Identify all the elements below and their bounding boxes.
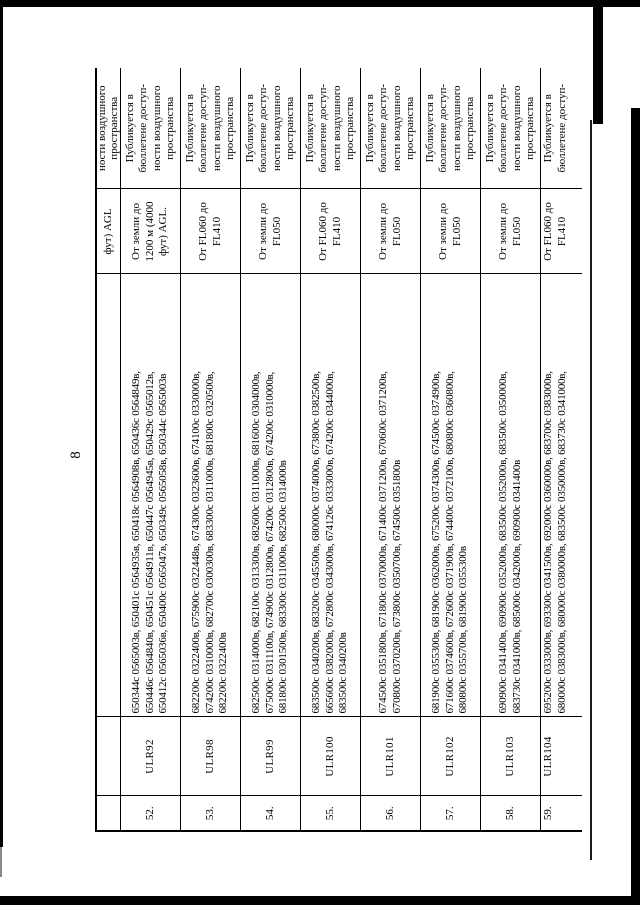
publication-note-cell: Публикуется в бюллетене доступ- ности во… — [360, 68, 421, 189]
table-row: 55. ULR100 683500с 0340200в, 683200с 034… — [300, 68, 361, 831]
altitude-range-cell: От земли до FL050 — [240, 189, 301, 274]
airspace-table-body: фут) AGL ности воздушного пространства 5… — [96, 68, 582, 831]
airspace-restriction-table: фут) AGL ности воздушного пространства 5… — [95, 68, 582, 832]
rotated-table-container: фут) AGL ности воздушного пространства 5… — [95, 68, 582, 832]
coordinates-cell: 650344с 0565003в, 650401с 0564935в, 6504… — [120, 274, 181, 717]
row-number-cell: 59. — [540, 796, 582, 831]
row-number-cell: 56. — [360, 796, 421, 831]
table-row: 58. ULR103 690900с 0341400в, 690900с 035… — [480, 68, 541, 831]
scan-border-right-streak — [593, 6, 603, 124]
zone-id-cell: ULR101 — [360, 717, 421, 796]
altitude-range-cell: От земли до FL050 — [480, 189, 541, 274]
scan-border-left-fade — [0, 847, 2, 877]
scan-border-top — [0, 0, 640, 7]
publication-note-cell: Публикуется в бюллетене доступ- ности во… — [420, 68, 481, 189]
zone-id-cell: ULR103 — [480, 717, 541, 796]
zone-id-cell: ULR99 — [240, 717, 301, 796]
scan-border-bottom — [0, 896, 640, 905]
scan-page-edge-line — [590, 120, 592, 860]
coordinates-cell: 674500с 0351800в, 671800с 0370000в, 6714… — [360, 274, 421, 717]
publication-note-cell: ности воздушного пространства — [96, 68, 121, 189]
altitude-range-cell: От земли до FL050 — [420, 189, 481, 274]
scan-border-left — [0, 7, 3, 847]
publication-note-cell: Публикуется в бюллетене доступ- ности во… — [300, 68, 361, 189]
table-row: 57. ULR102 681900с 0355300в, 681900с 036… — [420, 68, 481, 831]
coordinates-cell: 681900с 0355300в, 681900с 0362000в, 6752… — [420, 274, 481, 717]
coordinates-cell: 682500с 0314000в, 682100с 0313300в, 6826… — [240, 274, 301, 717]
table-row: 53. ULR98 682200с 0322400в, 675900с 0322… — [180, 68, 241, 831]
table-row: 52. ULR92 650344с 0565003в, 650401с 0564… — [120, 68, 181, 831]
row-number-cell: 55. — [300, 796, 361, 831]
publication-note-cell: Публикуется в бюллетене доступ- ности во… — [480, 68, 541, 189]
row-number-cell: 57. — [420, 796, 481, 831]
publication-note-cell: Публикуется в бюллетене доступ- ности во… — [120, 68, 181, 189]
coordinates-cell: 695200с 0333000в, 693300с 0341500в, 6920… — [540, 274, 582, 717]
row-number-cell: 53. — [180, 796, 241, 831]
altitude-range-cell: От FL060 до FL410 — [180, 189, 241, 274]
zone-id-cell: ULR98 — [180, 717, 241, 796]
page-number: 8 — [68, 451, 84, 459]
table-row: 54. ULR99 682500с 0314000в, 682100с 0313… — [240, 68, 301, 831]
zone-id-cell: ULR104 — [540, 717, 582, 796]
row-number-cell — [96, 796, 121, 831]
publication-note-cell: Публикуется в бюллетене доступ- ности во… — [180, 68, 241, 189]
row-number-cell: 52. — [120, 796, 181, 831]
coordinates-cell: 682200с 0322400в, 675900с 0322448в, 6743… — [180, 274, 241, 717]
publication-note-cell: Публикуется в бюллетене доступ- ности во… — [240, 68, 301, 189]
coordinates-cell: 683500с 0340200в, 683200с 0345500в, 6800… — [300, 274, 361, 717]
altitude-range-cell: фут) AGL — [96, 189, 121, 274]
zone-id-cell: ULR102 — [420, 717, 481, 796]
altitude-range-cell: От FL060 до FL410 — [300, 189, 361, 274]
coordinates-cell: 690900с 0341400в, 690900с 0352000в, 6835… — [480, 274, 541, 717]
altitude-range-cell: От земли до FL050 — [360, 189, 421, 274]
row-number-cell: 54. — [240, 796, 301, 831]
zone-id-cell: ULR92 — [120, 717, 181, 796]
coordinates-cell — [96, 274, 121, 717]
table-row: 56. ULR101 674500с 0351800в, 671800с 037… — [360, 68, 421, 831]
table-row: фут) AGL ности воздушного пространства — [96, 68, 121, 831]
altitude-range-cell: От земли до 1200 м (4000 фут) AGL. — [120, 189, 181, 274]
altitude-range-cell: От FL060 до FL410 — [540, 189, 582, 274]
table-row: 59. ULR104 695200с 0333000в, 693300с 034… — [540, 68, 582, 831]
publication-note-cell: Публикуется в бюллетене доступ- — [540, 68, 582, 189]
row-number-cell: 58. — [480, 796, 541, 831]
zone-id-cell: ULR100 — [300, 717, 361, 796]
zone-id-cell — [96, 717, 121, 796]
scan-border-right — [631, 108, 640, 896]
